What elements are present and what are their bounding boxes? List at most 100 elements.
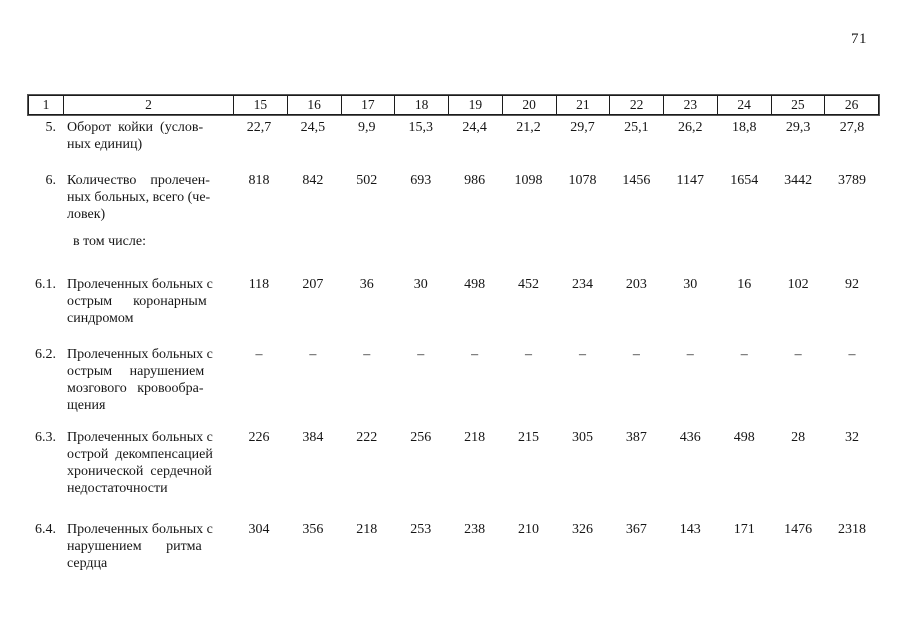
cell-value: 1098 [514, 173, 543, 188]
cell-value: 1654 [730, 173, 759, 188]
column-header: 17 [340, 96, 395, 114]
column-header: 19 [448, 96, 502, 114]
cell-value: 234 [571, 277, 593, 292]
cell-value: 16 [737, 277, 752, 292]
column-header: 2 [63, 96, 233, 114]
column-header: 26 [824, 96, 878, 114]
row-number: 6.3. [35, 430, 56, 445]
column-header: 1 [42, 97, 50, 112]
table-row-6-4: 6.4. Пролеченных больных с нарушением ри… [28, 521, 879, 572]
cell-value: 305 [571, 430, 593, 445]
row-label: Пролеченных больных с нарушением ритма с… [67, 522, 213, 571]
cell-value: – [417, 347, 425, 362]
column-header: 15 [233, 96, 287, 114]
cell-value: 2318 [838, 522, 867, 537]
cell-value: 238 [464, 522, 486, 537]
column-header: 16 [286, 96, 341, 114]
cell-value: 18,8 [731, 120, 757, 135]
row-number [28, 233, 62, 250]
cell-value: 502 [356, 173, 378, 188]
cell-value: 218 [356, 522, 378, 537]
table-row-6: 6. Количество пролечен- ных больных, все… [28, 172, 879, 223]
subheader-label: в том числе: [73, 234, 146, 249]
cell-value: 253 [410, 522, 432, 537]
cell-value: 92 [845, 277, 860, 292]
cell-value: 3789 [838, 173, 867, 188]
cell-value: 30 [683, 277, 698, 292]
table-row-5: 5. Оборот койки (услов- ных единиц) 22,7… [28, 119, 879, 153]
cell-value: 24,4 [462, 120, 487, 135]
cell-value: – [471, 347, 479, 362]
row-number: 6. [45, 173, 57, 188]
cell-value: 498 [733, 430, 755, 445]
cell-value: 1078 [568, 173, 597, 188]
cell-value: 1476 [784, 522, 813, 537]
cell-value: 818 [248, 173, 270, 188]
cell-value: 1147 [676, 173, 705, 188]
page-number: 71 [851, 31, 867, 47]
cell-value: 326 [571, 522, 593, 537]
cell-value: 218 [464, 430, 486, 445]
cell-value: – [686, 347, 694, 362]
row-label: Количество пролечен- ных больных, всего … [67, 173, 211, 222]
cell-value: 22,7 [246, 120, 272, 135]
cell-value: – [740, 347, 748, 362]
cell-value: – [848, 347, 856, 362]
row-label: Оборот койки (услов- ных единиц) [67, 120, 204, 152]
row-number: 6.4. [35, 522, 56, 537]
column-header: 25 [770, 96, 825, 114]
cell-value: 29,3 [785, 120, 811, 135]
cell-value: – [578, 347, 586, 362]
column-header: 21 [555, 96, 610, 114]
row-label: Пролеченных больных с острым коронарным … [67, 277, 213, 326]
cell-value: 256 [410, 430, 432, 445]
cell-value: 203 [625, 277, 647, 292]
cell-value: 210 [518, 522, 540, 537]
column-header: 18 [394, 96, 448, 114]
cell-value: – [632, 347, 640, 362]
row-label: Пролеченных больных с острой декомпенсац… [67, 430, 213, 496]
cell-value: 367 [625, 522, 647, 537]
cell-value: 171 [733, 522, 755, 537]
cell-value: – [363, 347, 371, 362]
cell-value: 693 [410, 173, 432, 188]
cell-value: 1456 [622, 173, 651, 188]
cell-value: 36 [359, 277, 374, 292]
cell-value: 27,8 [839, 120, 865, 135]
cell-value: 21,2 [516, 120, 541, 135]
cell-value: 498 [464, 277, 486, 292]
cell-value: 3442 [784, 173, 813, 188]
column-header: 24 [716, 96, 771, 114]
cell-value: 222 [356, 430, 378, 445]
cell-value: 304 [248, 522, 270, 537]
cell-value: 452 [518, 277, 540, 292]
cell-value: 29,7 [570, 120, 595, 135]
cell-value: 28 [791, 430, 806, 445]
cell-value: 384 [302, 430, 324, 445]
cell-value: 25,1 [624, 120, 649, 135]
statistics-table: 1 2 15 16 17 18 19 20 21 22 23 24 25 26 … [28, 95, 879, 572]
table-subheader-row: в том числе: [28, 233, 879, 250]
cell-value: 356 [302, 522, 324, 537]
cell-value: 30 [413, 277, 428, 292]
cell-value: 387 [625, 430, 647, 445]
cell-value: 118 [248, 277, 270, 292]
cell-value: 986 [464, 173, 486, 188]
row-label: Пролеченных больных с острым нарушением … [67, 347, 213, 413]
cell-value: 24,5 [300, 120, 326, 135]
cell-value: 32 [845, 430, 860, 445]
cell-value: – [255, 347, 263, 362]
row-number: 6.2. [35, 347, 56, 362]
column-header: 23 [663, 96, 717, 114]
cell-value: – [525, 347, 533, 362]
cell-value: 215 [518, 430, 540, 445]
table-row-6-3: 6.3. Пролеченных больных с острой декомп… [28, 429, 879, 497]
cell-value: – [794, 347, 802, 362]
cell-value: 207 [302, 277, 324, 292]
cell-value: 15,3 [408, 120, 433, 135]
column-header: 20 [501, 96, 556, 114]
cell-value: 102 [787, 277, 809, 292]
row-number: 5. [45, 120, 57, 135]
cell-value: 9,9 [358, 120, 376, 135]
table-row-6-2: 6.2. Пролеченных больных с острым наруше… [28, 346, 879, 414]
